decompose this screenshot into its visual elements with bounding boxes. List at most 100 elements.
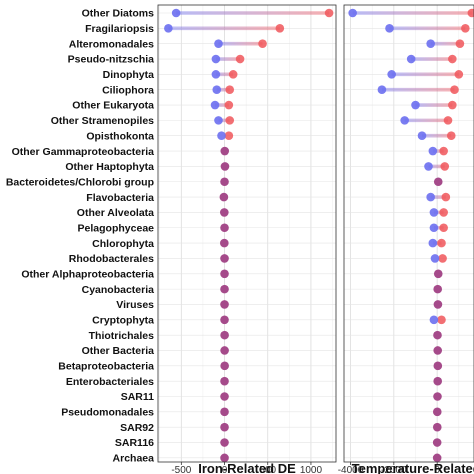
category-label: Pelagophyceae (78, 222, 155, 234)
overlap-point (220, 254, 229, 263)
x-tick-label: -4000 (338, 465, 364, 474)
category-label: Cyanobacteria (82, 284, 155, 296)
category-label: Pseudomonadales (61, 407, 154, 419)
end-point (440, 162, 450, 171)
overlap-point (433, 177, 443, 187)
start-point (385, 24, 394, 33)
end-point (228, 70, 238, 79)
end-point (461, 24, 470, 33)
overlap-point (433, 361, 443, 371)
start-point (210, 100, 220, 110)
category-label: Bacteroidetes/Chlorobi group (6, 176, 154, 188)
overlap-point (220, 346, 229, 355)
end-point (454, 70, 464, 79)
category-label: Other Diatoms (82, 8, 155, 20)
category-label: Thiotrichales (89, 330, 155, 342)
iron-panel: -500 0 500 1000 Iron-Related DE (157, 4, 337, 474)
start-point (411, 100, 420, 110)
overlap-point (433, 284, 443, 294)
end-point (439, 208, 448, 217)
start-point (429, 208, 439, 217)
start-point (424, 162, 433, 171)
category-label: Rhodobacterales (69, 253, 154, 265)
overlap-point (220, 162, 230, 171)
overlap-point (220, 361, 229, 371)
end-point (275, 24, 285, 33)
overlap-point (433, 392, 442, 401)
overlap-point (433, 376, 443, 386)
overlap-point (433, 346, 443, 355)
category-labels: Other Diatoms Fragilariopsis Alteromonadal… (6, 8, 154, 465)
start-point (426, 192, 435, 202)
category-label: Enterobacteriales (66, 376, 154, 388)
start-point (428, 146, 438, 156)
end-point (467, 8, 474, 18)
category-label: Other Alphaproteobacteria (21, 268, 154, 280)
x-tick-label: -500 (171, 465, 191, 474)
category-label: SAR116 (115, 437, 154, 449)
end-point (437, 238, 446, 248)
x-tick-label: 0 (222, 465, 228, 474)
panel-border (343, 4, 474, 463)
x-axis-title: Iron-Related DE (198, 461, 296, 474)
x-axis-title: Temperature-Related DE (352, 461, 474, 474)
end-point (224, 131, 234, 141)
end-point (437, 315, 446, 325)
start-point (387, 70, 396, 79)
x-tick-label: 500 (259, 465, 276, 474)
overlap-point (220, 300, 229, 309)
end-point (455, 39, 465, 48)
start-point (211, 70, 221, 79)
start-point (211, 54, 221, 64)
end-point (225, 116, 235, 125)
end-point (439, 146, 448, 156)
end-point (224, 100, 234, 110)
category-label: Archaea (113, 453, 155, 465)
start-point (377, 85, 387, 94)
plot-area (344, 5, 474, 462)
category-label: Pseudo-nitzschia (68, 54, 155, 66)
overlap-point (220, 284, 229, 294)
overlap-point (220, 376, 229, 386)
category-label: Opisthokonta (86, 130, 154, 142)
end-point (446, 131, 456, 141)
overlap-point (220, 453, 229, 463)
category-label: SAR92 (120, 422, 154, 434)
start-point (428, 238, 438, 248)
end-point (443, 116, 453, 125)
overlap-point (219, 192, 229, 202)
category-label: Other Haptophyta (65, 161, 154, 173)
end-point (258, 39, 267, 48)
overlap-point (220, 330, 229, 340)
x-tick-label: -2000 (381, 465, 407, 474)
start-point (212, 85, 222, 94)
overlap-point (220, 208, 229, 217)
end-point (439, 223, 448, 233)
overlap-point (220, 392, 229, 401)
overlap-point (432, 453, 442, 463)
end-point (225, 85, 235, 94)
start-point (429, 315, 439, 325)
category-label: Betaproteobacteria (58, 361, 154, 373)
plot-area (158, 5, 336, 462)
category-label: Other Alveolata (77, 207, 154, 219)
x-tick-label: 1000 (300, 465, 323, 474)
category-label: Viruses (116, 299, 154, 311)
category-label: Alteromonadales (69, 38, 154, 50)
category-label: Dinophyta (103, 69, 154, 81)
x-tick-label: 0 (434, 465, 440, 474)
overlap-point (220, 422, 229, 432)
overlap-point (220, 238, 229, 248)
overlap-point (220, 177, 229, 187)
overlap-point (433, 300, 443, 309)
overlap-point (432, 438, 442, 447)
overlap-point (220, 146, 230, 156)
start-point (426, 39, 435, 48)
start-point (348, 8, 357, 18)
category-label: Flavobacteria (86, 192, 154, 204)
category-label: SAR11 (121, 391, 154, 403)
overlap-point (220, 438, 229, 447)
category-label: Other Bacteria (82, 345, 155, 357)
